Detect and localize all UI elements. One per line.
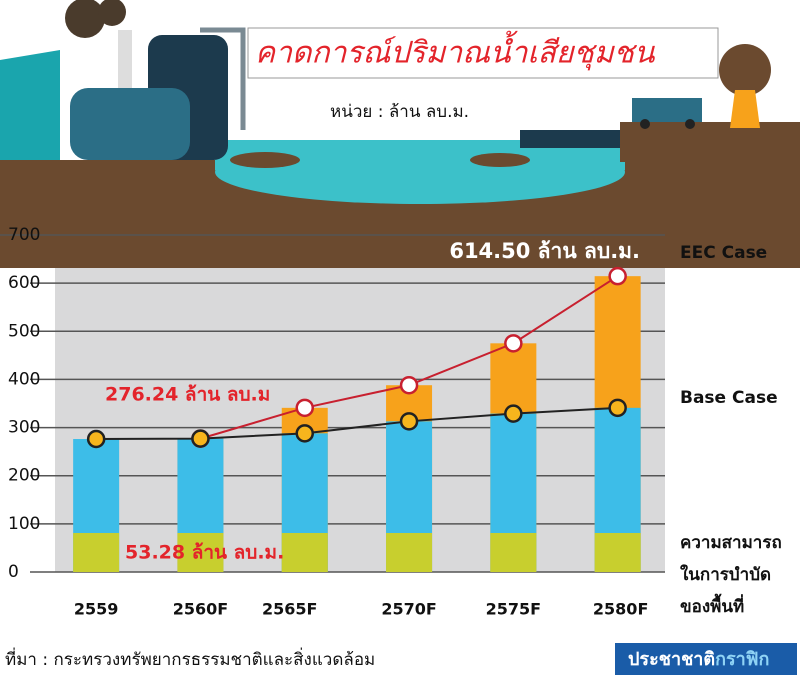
y-tick-label: 200: [8, 466, 40, 486]
sludge: [230, 152, 300, 168]
bar: [386, 533, 433, 572]
brand-box: [615, 643, 797, 675]
point: [399, 412, 419, 431]
title-box: [247, 27, 719, 79]
source: ที่มา : กระทรวงทรัพยากรธรรมชาติและสิ่งแว…: [5, 647, 375, 670]
pipe: [200, 27, 246, 130]
smoke: [98, 0, 126, 26]
y-tick-label: 500: [8, 321, 40, 341]
unit: หน่วย : ล้าน ลบ.ม.: [330, 102, 469, 122]
point: [504, 404, 523, 423]
explosion: [719, 44, 771, 96]
brand-part: กราฟิก: [715, 649, 769, 670]
line: [96, 406, 618, 441]
y-tick-label: 600: [8, 273, 40, 293]
y-tick-label: 0: [8, 562, 19, 582]
brand: ประชาชาติกราฟิก: [628, 649, 769, 670]
plot-bg: [55, 268, 665, 572]
annotation: 276.24 ล้าน ลบ.ม: [105, 384, 270, 406]
truck: [632, 98, 702, 122]
point: [608, 266, 627, 286]
x-tick-label: 2559: [74, 600, 119, 619]
smoke: [65, 0, 105, 38]
y-tick-label: 100: [8, 514, 40, 534]
y-tick-label: 700: [8, 225, 40, 245]
sludge: [470, 153, 530, 167]
explosion: [730, 90, 760, 128]
annotation: 614.50 ล้าน ลบ.ม.: [449, 239, 640, 263]
legend-capacity: ความสามารถในการบำบัดของพื้นที่: [680, 533, 782, 617]
wheel: [640, 119, 650, 129]
bar: [281, 533, 328, 572]
bank: [620, 122, 800, 162]
pipe: [520, 130, 620, 148]
legend-label: Base Case: [680, 388, 778, 408]
point: [504, 334, 523, 353]
bar: [594, 533, 641, 572]
annotation: 53.28 ล้าน ลบ.ม.: [125, 542, 284, 564]
y-tick-label: 300: [8, 418, 40, 438]
point: [86, 429, 106, 449]
factory: [0, 50, 60, 160]
bar: [73, 533, 120, 572]
x-tick-label: 2570F: [381, 600, 436, 619]
x-tick-label: 2580F: [593, 600, 648, 619]
chart-title: คาดการณ์ปริมาณน้ำเสียชุมชน: [255, 31, 656, 71]
x-tick-label: 2560F: [173, 600, 228, 619]
x-tick-label: 2575F: [486, 600, 541, 619]
y-tick-label: 400: [8, 369, 40, 389]
tank: [70, 88, 190, 160]
bar: [490, 533, 537, 572]
point: [191, 429, 210, 448]
point: [608, 398, 627, 418]
point: [295, 424, 314, 443]
brand-part: ประชาชาติ: [628, 649, 715, 670]
point: [295, 398, 314, 418]
wheel: [685, 119, 695, 129]
legend-label: EEC Case: [680, 243, 767, 263]
point: [399, 375, 419, 395]
bar: [177, 533, 224, 572]
x-tick-label: 2565F: [262, 600, 317, 619]
